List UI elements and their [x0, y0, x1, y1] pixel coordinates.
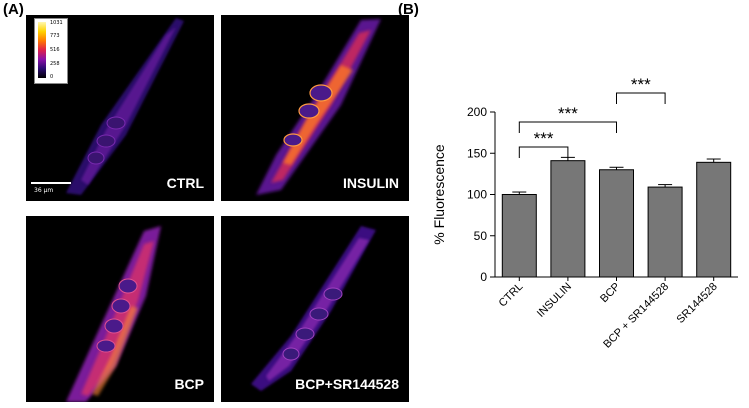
intensity-colorbar: 1031 773 516 258 0 [34, 18, 68, 84]
micrograph-bcp: BCP [26, 216, 214, 402]
x-tick-label: SR144528 [675, 281, 720, 326]
image-caption: CTRL [166, 175, 204, 191]
significance-label: *** [558, 104, 578, 123]
micrograph-insulin: INSULIN [221, 15, 409, 201]
image-caption: BCP [174, 376, 204, 392]
colorbar-tick: 258 [50, 61, 60, 67]
colorbar-tick: 516 [50, 47, 60, 53]
x-tick-label: BCP [598, 281, 622, 305]
bar [647, 186, 683, 278]
micrograph-ctrl: 1031 773 516 258 0 36 µm CTRL [26, 15, 214, 201]
significance-bracket [518, 121, 617, 133]
bar [599, 169, 634, 278]
significance-label: *** [534, 129, 554, 148]
y-tick-label: 0 [480, 270, 487, 284]
panel-a-label: (A) [3, 1, 24, 18]
image-caption: INSULIN [343, 175, 399, 191]
panel-b-label: (B) [398, 1, 419, 18]
scale-bar [31, 182, 71, 184]
micrograph-bcp-sr144528: BCP+SR144528 [221, 216, 409, 402]
image-caption: BCP+SR144528 [295, 376, 399, 392]
fluorescence-bar-chart: 0 50 100 150 200 % Fluorescence CTRL INSULIN BCP… [431, 75, 738, 351]
y-tick-label: 50 [474, 229, 488, 243]
y-tick-label: 200 [467, 105, 487, 119]
bar [696, 161, 732, 278]
scale-bar-label: 36 µm [34, 187, 54, 194]
y-tick-label: 150 [467, 146, 487, 160]
y-tick-label: 100 [467, 188, 487, 202]
y-axis-label: % Fluorescence [431, 144, 447, 245]
significance-bracket [616, 92, 666, 104]
colorbar-gradient [38, 22, 46, 78]
colorbar-tick: 0 [50, 74, 54, 80]
significance-label: *** [631, 75, 651, 94]
bar [550, 160, 586, 278]
colorbar-tick: 1031 [50, 20, 63, 26]
significance-bracket [518, 146, 569, 158]
x-tick-label: CTRL [497, 281, 526, 310]
bar [501, 194, 537, 278]
x-tick-label: INSULIN [535, 281, 574, 320]
colorbar-tick: 773 [50, 33, 60, 39]
